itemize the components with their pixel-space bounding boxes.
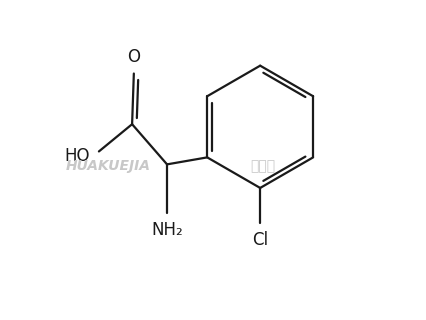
Text: HO: HO: [64, 147, 89, 164]
Text: Cl: Cl: [252, 231, 268, 249]
Text: O: O: [127, 48, 140, 66]
Text: HUAKUEJIA: HUAKUEJIA: [65, 159, 150, 173]
Text: 化学加: 化学加: [251, 159, 276, 173]
Text: NH₂: NH₂: [151, 221, 183, 239]
